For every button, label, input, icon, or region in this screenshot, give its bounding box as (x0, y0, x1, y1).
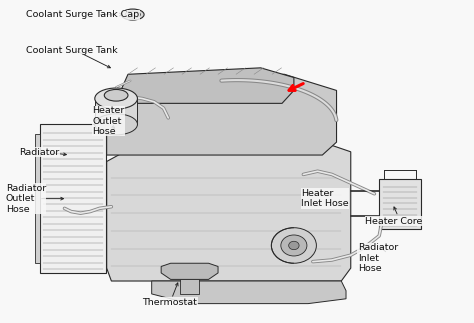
Ellipse shape (121, 9, 144, 20)
Text: Heater
Outlet
Hose: Heater Outlet Hose (92, 106, 125, 136)
Text: Coolant Surge Tank: Coolant Surge Tank (26, 46, 118, 55)
Polygon shape (35, 134, 40, 263)
Ellipse shape (289, 241, 299, 250)
Text: Radiator
Inlet
Hose: Radiator Inlet Hose (358, 244, 398, 273)
Polygon shape (107, 142, 351, 281)
Text: Heater Core: Heater Core (365, 217, 422, 226)
Ellipse shape (95, 88, 137, 109)
Text: Coolant Surge Tank Cap: Coolant Surge Tank Cap (26, 10, 139, 19)
Text: Radiator
Outlet
Hose: Radiator Outlet Hose (6, 184, 46, 214)
Polygon shape (95, 99, 137, 124)
Polygon shape (121, 68, 294, 103)
Ellipse shape (125, 11, 140, 18)
Polygon shape (180, 279, 199, 294)
Text: Thermostat: Thermostat (142, 297, 197, 307)
Polygon shape (379, 179, 421, 229)
Text: Heater
Inlet Hose: Heater Inlet Hose (301, 189, 348, 208)
Polygon shape (107, 74, 337, 155)
Ellipse shape (104, 89, 128, 101)
Ellipse shape (271, 228, 316, 263)
Polygon shape (40, 124, 106, 273)
Text: Radiator: Radiator (19, 148, 59, 157)
Ellipse shape (281, 235, 307, 256)
Polygon shape (161, 263, 218, 279)
Ellipse shape (95, 114, 137, 135)
Polygon shape (152, 281, 346, 304)
